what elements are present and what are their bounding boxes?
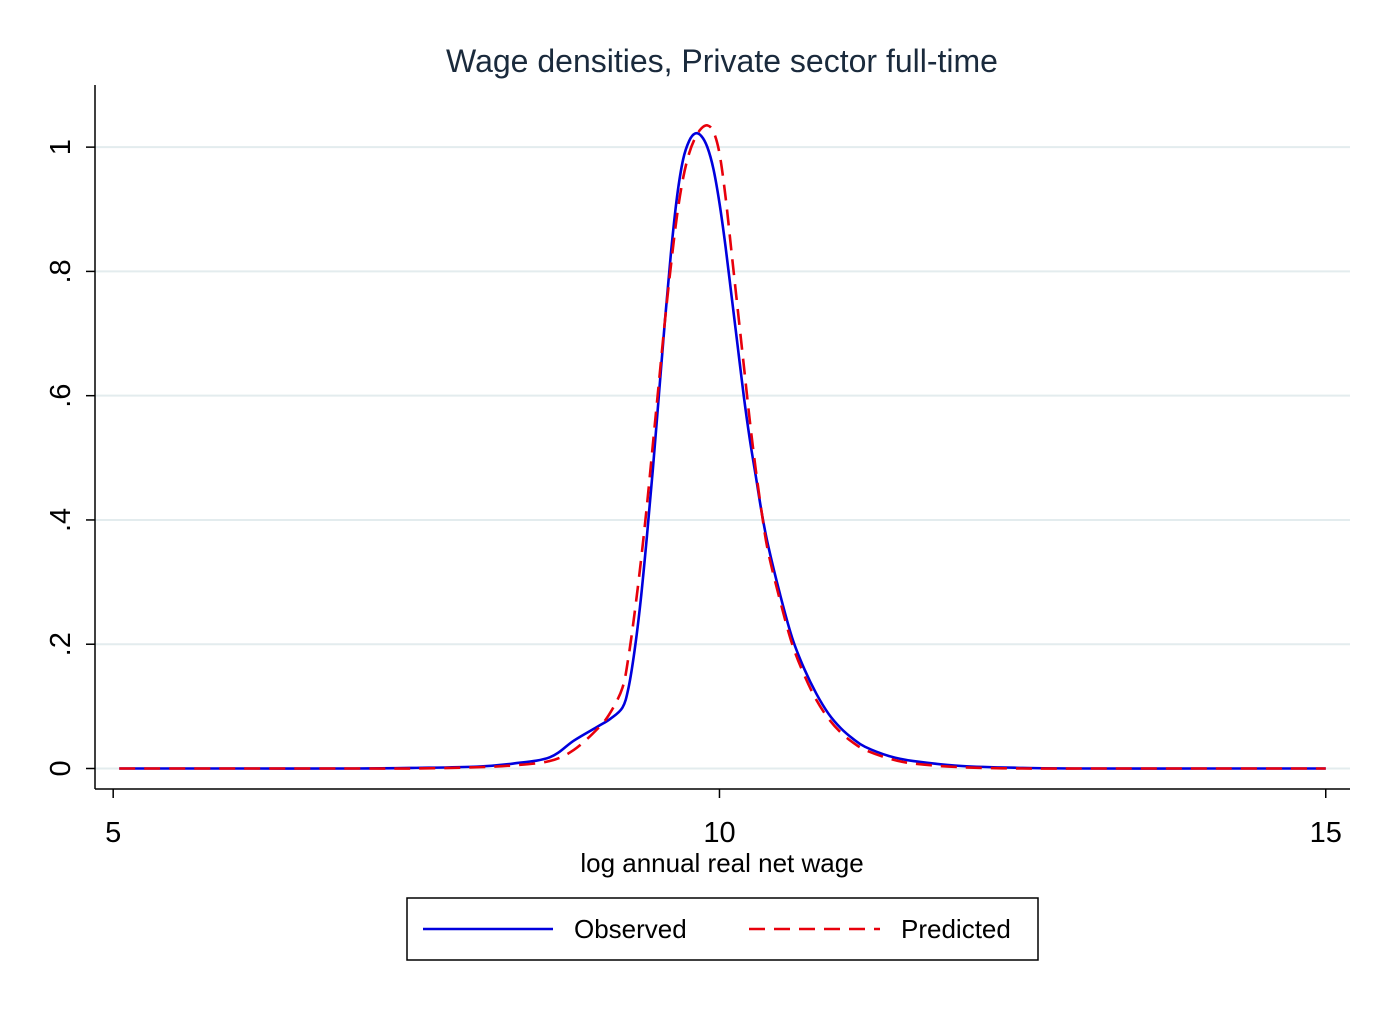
y-ticks: 0 .2 .4 .6 .8 1 — [45, 139, 95, 777]
grid-lines — [95, 146, 1350, 770]
chart-title: Wage densities, Private sector full-time — [446, 43, 998, 79]
x-tick-label: 10 — [703, 817, 735, 849]
y-tick-label: .6 — [45, 384, 77, 408]
legend-label-observed: Observed — [574, 914, 687, 944]
y-tick-label: 1 — [45, 139, 77, 155]
legend: Observed Predicted — [406, 897, 1039, 961]
x-ticks: 5 10 15 — [105, 789, 1342, 849]
series-line-observed — [119, 131, 1326, 770]
y-tick-label: .4 — [45, 508, 77, 532]
series-lines — [119, 123, 1326, 770]
series-line-predicted — [119, 123, 1326, 770]
y-tick-label: 0 — [45, 760, 77, 776]
axes — [94, 85, 1350, 790]
y-tick-label: .8 — [45, 259, 77, 283]
legend-box — [406, 897, 1039, 961]
x-axis-label: log annual real net wage — [580, 848, 863, 878]
x-tick-label: 15 — [1310, 817, 1342, 849]
x-tick-label: 5 — [105, 817, 121, 849]
legend-label-predicted: Predicted — [901, 914, 1011, 944]
y-tick-label: .2 — [45, 632, 77, 656]
